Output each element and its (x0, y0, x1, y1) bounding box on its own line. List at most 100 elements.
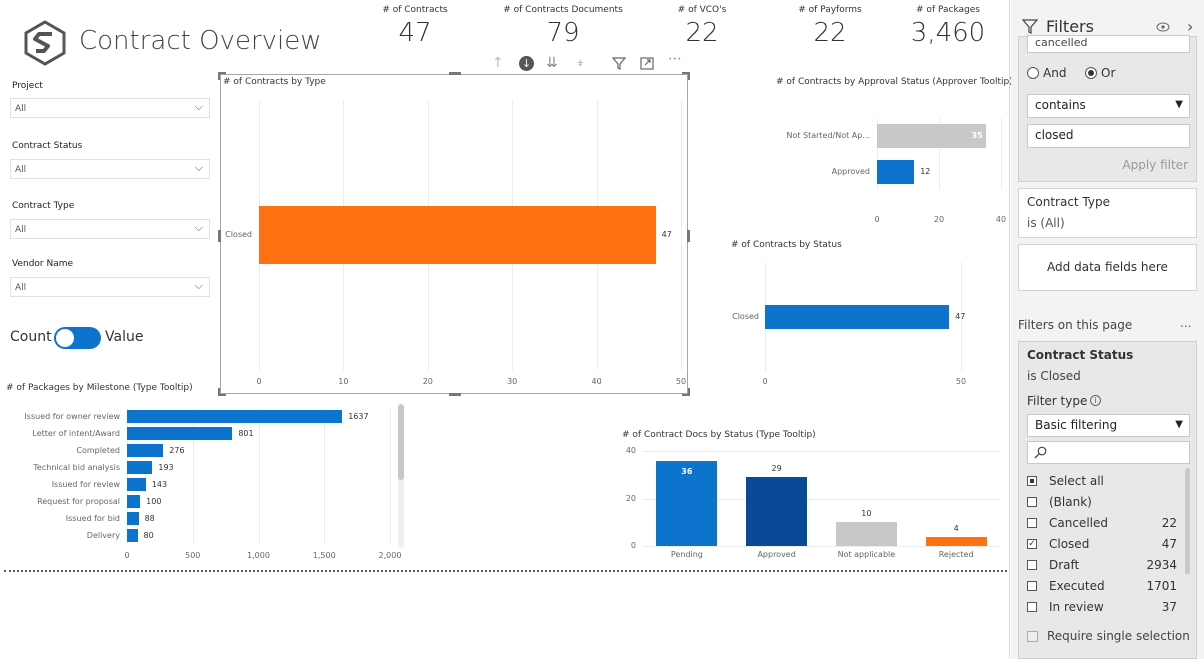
filter-item-label: Cancelled (1049, 516, 1108, 530)
gridline (127, 408, 128, 544)
resize-handle[interactable] (688, 72, 690, 80)
slicer-vendor-name-dropdown[interactable]: All ⌵ (10, 277, 210, 297)
y-category-label: Delivery (86, 530, 120, 540)
checkbox[interactable] (1027, 602, 1037, 612)
bar[interactable] (127, 427, 233, 440)
kpi-contract-documents: # of Contracts Documents 79 (498, 5, 628, 48)
chevron-right-icon[interactable]: › (1187, 17, 1194, 36)
slicer-project-dropdown[interactable]: All ⌵ (10, 98, 210, 118)
chart-title: # of Contracts by Approval Status (Appro… (776, 77, 1013, 87)
filter-item-label: In review (1049, 600, 1104, 614)
kpi-label: # of Contracts (382, 5, 448, 15)
filter-search-input[interactable] (1027, 441, 1190, 464)
filter-item-label: (Blank) (1049, 495, 1092, 509)
x-category-label: Rejected (938, 550, 974, 559)
filter-type-label: Filter type (1027, 394, 1088, 408)
eye-icon[interactable] (1156, 22, 1170, 32)
require-single-checkbox[interactable] (1027, 631, 1038, 642)
data-label: 276 (169, 445, 185, 455)
bar[interactable] (656, 460, 718, 546)
checkbox[interactable] (1027, 581, 1037, 591)
checkbox[interactable] (1027, 476, 1037, 486)
apply-filter-button[interactable]: Apply filter (1122, 158, 1188, 172)
focus-mode-icon[interactable] (640, 57, 654, 70)
slicer-label-contract-status: Contract Status (12, 141, 83, 151)
kpi-label: # of Contracts Documents (503, 5, 623, 15)
slicer-contract-type-dropdown[interactable]: All ⌵ (10, 219, 210, 239)
more-options-icon[interactable]: ... (1180, 316, 1192, 330)
bar[interactable] (765, 304, 950, 330)
bar[interactable] (877, 159, 915, 185)
bar[interactable] (746, 477, 808, 546)
slicer-contract-status-dropdown[interactable]: All ⌵ (10, 159, 210, 179)
data-label: 1637 (348, 411, 369, 421)
slicer-value: All (15, 225, 27, 235)
filter-icon[interactable] (612, 57, 626, 70)
drill-down-icon[interactable]: ↓ (519, 56, 534, 71)
resize-handle[interactable] (682, 394, 690, 396)
resize-handle[interactable] (449, 72, 461, 75)
resize-handle[interactable] (688, 388, 690, 396)
bar[interactable] (127, 478, 146, 491)
resize-handle[interactable] (682, 72, 690, 74)
checkbox[interactable]: ✓ (1027, 539, 1037, 549)
resize-handle[interactable] (449, 393, 461, 396)
checkbox[interactable] (1027, 560, 1037, 570)
x-category-label: Pending (670, 550, 703, 559)
scrollbar-thumb[interactable] (398, 404, 404, 480)
kpi-payforms: # of Payforms 22 (785, 5, 875, 48)
slicer-label-project: Project (12, 81, 43, 91)
condition-dropdown[interactable]: contains ▼ (1027, 94, 1190, 118)
kpi-value: 22 (685, 18, 719, 48)
and-radio[interactable] (1027, 67, 1039, 79)
contract-type-filter-card[interactable]: Contract Type is (All) (1018, 188, 1197, 238)
resize-handle[interactable] (218, 394, 226, 396)
list-scrollbar[interactable] (1185, 468, 1190, 574)
filter-value-input[interactable]: cancelled (1027, 35, 1190, 53)
bar[interactable] (877, 123, 986, 149)
search-icon (1034, 446, 1047, 459)
bar[interactable] (925, 536, 987, 546)
bar[interactable] (127, 529, 138, 542)
x-tick-label: 10 (338, 377, 349, 386)
slicer-label-vendor-name: Vendor Name (12, 259, 74, 269)
contracts-by-type-visual[interactable] (218, 72, 690, 396)
resize-handle[interactable] (218, 388, 220, 396)
y-tick-label: 0 (630, 541, 636, 550)
bar[interactable] (259, 205, 656, 265)
resize-handle[interactable] (687, 230, 690, 242)
arrow-up-icon[interactable]: ↑ (492, 55, 504, 71)
y-category-label: Approved (831, 167, 870, 176)
filter-item-label: Closed (1049, 537, 1090, 551)
add-data-fields-dropzone[interactable]: Add data fields here (1018, 244, 1197, 291)
resize-handle[interactable] (218, 230, 221, 242)
toggle-label-count: Count (10, 329, 52, 345)
chart-title: # of Contracts by Status (731, 240, 842, 250)
or-radio[interactable] (1085, 67, 1097, 79)
checkbox[interactable] (1027, 518, 1037, 528)
bar[interactable] (127, 495, 141, 508)
resize-handle[interactable] (218, 72, 220, 80)
resize-handle[interactable] (218, 72, 226, 74)
double-arrow-down-icon[interactable]: ⇊ (546, 55, 558, 71)
data-label: 12 (920, 167, 931, 176)
bar[interactable] (127, 410, 343, 423)
bar[interactable] (127, 512, 139, 525)
bar[interactable] (127, 444, 164, 457)
condition-value-input[interactable]: closed (1027, 124, 1190, 148)
more-options-icon[interactable]: ⋯ (668, 51, 682, 67)
kpi-value: 3,460 (910, 18, 986, 48)
filter-card-value: is (All) (1027, 216, 1065, 230)
data-label: 801 (238, 428, 254, 438)
bar[interactable] (835, 522, 897, 546)
bar[interactable] (127, 461, 153, 474)
expand-hierarchy-icon[interactable]: ⍖ (576, 55, 585, 71)
filter-type-dropdown[interactable]: Basic filtering ▼ (1027, 414, 1190, 437)
chart-scrollbar[interactable] (398, 404, 404, 548)
kpi-packages: # of Packages 3,460 (903, 5, 993, 48)
data-label: 36 (681, 466, 693, 476)
count-value-toggle[interactable] (54, 327, 101, 349)
info-icon[interactable]: i (1090, 395, 1101, 406)
y-category-label: Issued for owner review (24, 411, 120, 421)
checkbox[interactable] (1027, 497, 1037, 507)
